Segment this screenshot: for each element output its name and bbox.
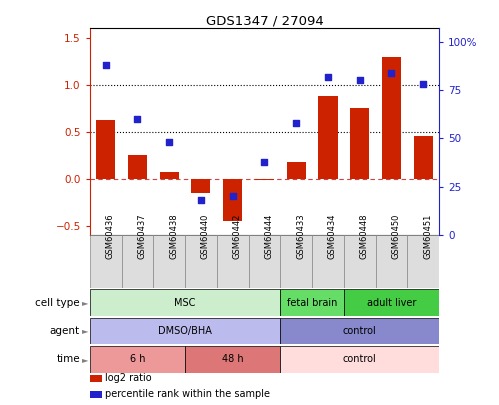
Point [102,62,110,68]
Point [260,158,268,165]
Bar [160,172,179,179]
FancyBboxPatch shape [153,235,185,288]
FancyBboxPatch shape [122,235,153,288]
Bar [382,57,401,179]
Point [229,193,237,200]
FancyBboxPatch shape [90,318,280,344]
Text: fetal brain: fetal brain [287,298,337,307]
FancyBboxPatch shape [407,235,439,288]
Point [133,116,141,122]
Text: control: control [343,354,377,364]
Text: time: time [56,354,80,364]
FancyBboxPatch shape [312,235,344,288]
Bar [318,96,337,179]
Text: ►: ► [82,355,89,364]
Text: cell type: cell type [35,298,80,307]
Text: MSC: MSC [174,298,196,307]
FancyBboxPatch shape [344,289,439,316]
Point [165,139,173,145]
FancyBboxPatch shape [185,235,217,288]
Bar [96,120,115,179]
Text: GSM60437: GSM60437 [137,213,146,259]
FancyBboxPatch shape [249,235,280,288]
Point [292,120,300,126]
Text: GSM60436: GSM60436 [106,213,115,259]
Title: GDS1347 / 27094: GDS1347 / 27094 [206,14,323,27]
Text: control: control [343,326,377,336]
Text: adult liver: adult liver [367,298,416,307]
Text: ►: ► [82,326,89,335]
Bar [223,179,242,221]
Point [356,77,364,84]
FancyBboxPatch shape [90,346,185,373]
FancyBboxPatch shape [344,235,376,288]
Bar [192,179,211,193]
Text: GSM60442: GSM60442 [233,213,242,259]
Text: log2 ratio: log2 ratio [105,373,151,383]
FancyBboxPatch shape [90,235,122,288]
FancyBboxPatch shape [185,346,280,373]
Text: GSM60433: GSM60433 [296,213,305,259]
FancyBboxPatch shape [280,318,439,344]
Text: GSM60448: GSM60448 [360,213,369,259]
Text: percentile rank within the sample: percentile rank within the sample [105,390,270,399]
Text: GSM60450: GSM60450 [392,213,401,259]
Text: agent: agent [50,326,80,336]
Bar [128,155,147,179]
Point [197,197,205,203]
Text: 6 h: 6 h [130,354,145,364]
FancyBboxPatch shape [280,346,439,373]
Text: ►: ► [82,298,89,307]
Text: GSM60440: GSM60440 [201,213,210,259]
FancyBboxPatch shape [280,289,344,316]
Point [324,73,332,80]
Text: 48 h: 48 h [222,354,244,364]
Point [388,70,396,76]
FancyBboxPatch shape [280,235,312,288]
Point [419,81,427,87]
FancyBboxPatch shape [217,235,249,288]
Text: GSM60444: GSM60444 [264,213,273,259]
Text: GSM60451: GSM60451 [423,213,432,259]
Bar [255,179,274,181]
Bar [287,162,306,179]
Bar [414,136,433,179]
Text: GSM60434: GSM60434 [328,213,337,259]
Text: DMSO/BHA: DMSO/BHA [158,326,212,336]
Text: GSM60438: GSM60438 [169,213,178,259]
FancyBboxPatch shape [376,235,407,288]
FancyBboxPatch shape [90,289,280,316]
Bar [350,108,369,179]
